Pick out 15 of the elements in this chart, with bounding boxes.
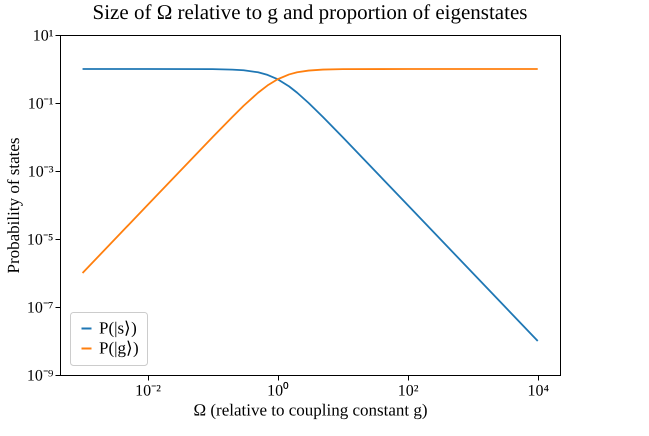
y-tick-label: 10¹ (32, 28, 54, 44)
y-tick-label: 10⁻¹ (28, 96, 54, 112)
x-tick-label: 10⁻² (135, 382, 162, 400)
y-tick-label: 10⁻³ (28, 164, 54, 180)
x-axis-title: Ω (relative to coupling constant g) (193, 400, 428, 420)
y-tick-label: 10⁻⁵ (26, 232, 54, 248)
y-axis-title: Probability of states (4, 138, 23, 274)
x-tick-label: 10⁴ (527, 382, 550, 400)
legend-label: P(|g⟩) (99, 338, 139, 358)
y-tick-label: 10⁻⁷ (26, 300, 54, 316)
y-tick-label: 10⁻⁹ (26, 368, 54, 384)
x-tick-label: 10⁰ (267, 382, 290, 400)
chart-title: Size of Ω relative to g and proportion of eigenstates (92, 0, 528, 24)
legend-label: P(|s⟩) (99, 318, 137, 338)
x-tick-label: 10² (398, 382, 419, 400)
